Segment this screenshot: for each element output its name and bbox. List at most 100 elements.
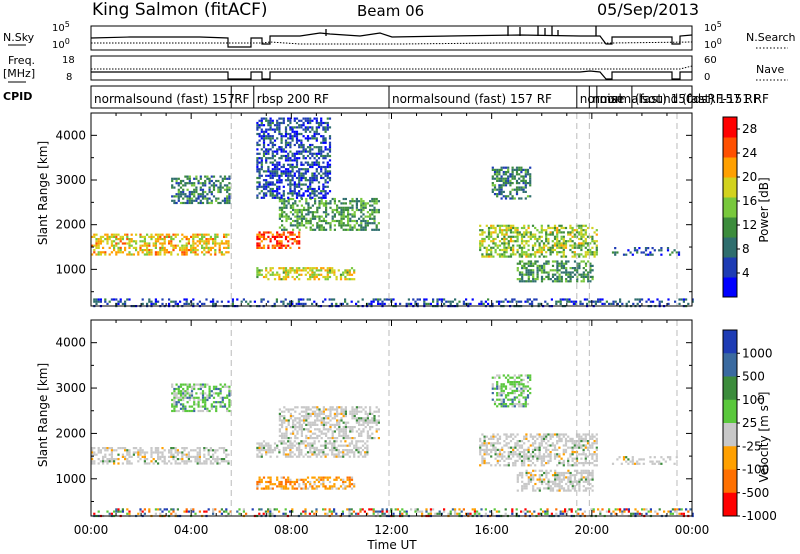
echo-cell: [280, 137, 283, 140]
echo-cell: [201, 233, 204, 236]
echo-cell: [171, 199, 174, 202]
echo-cell: [298, 119, 301, 122]
echo-cell: [179, 385, 183, 388]
echo-cell: [582, 267, 585, 270]
echo-cell: [204, 392, 207, 395]
echo-cell: [284, 278, 288, 281]
echo-cell: [320, 455, 323, 458]
echo-cell: [282, 442, 285, 445]
echo-cell: [228, 188, 231, 191]
echo-cell: [586, 253, 590, 256]
echo-cell: [311, 410, 314, 413]
echo-cell: [580, 233, 583, 236]
echo-cell: [531, 444, 535, 447]
echo-cell: [300, 428, 303, 431]
echo-cell: [507, 242, 510, 245]
echo-cell: [535, 298, 538, 301]
echo-cell: [267, 165, 270, 169]
echo-cell: [291, 233, 294, 236]
echo-cell: [571, 267, 574, 270]
echo-cell: [518, 446, 521, 449]
echo-cell: [309, 219, 312, 223]
echo-cell: [547, 487, 550, 490]
echo-cell: [187, 242, 190, 245]
echo-cell: [205, 298, 208, 301]
echo-cell: [309, 152, 312, 155]
echo-cell: [215, 385, 218, 388]
echo-cell: [314, 197, 317, 201]
echo-cell: [658, 302, 661, 305]
echo-cell: [163, 238, 166, 241]
echo-cell: [436, 302, 439, 305]
echo-cell: [485, 235, 488, 238]
echo-cell: [357, 455, 360, 458]
echo-cell: [115, 242, 118, 245]
echo-cell: [113, 244, 116, 247]
echo-cell: [445, 300, 448, 303]
echo-cell: [281, 197, 284, 201]
echo-cell: [276, 137, 279, 140]
echo-cell: [526, 300, 529, 303]
echo-cell: [364, 417, 367, 420]
echo-cell: [353, 412, 356, 415]
echo-cell: [344, 202, 347, 205]
echo-cell: [258, 476, 261, 479]
echo-cell: [99, 235, 102, 238]
echo-cell: [322, 161, 325, 164]
echo-cell: [523, 435, 526, 438]
echo-cell: [547, 271, 550, 274]
echo-cell: [348, 273, 351, 276]
echo-cell: [190, 251, 193, 254]
echo-cell: [170, 447, 173, 450]
echo-cell: [95, 238, 98, 241]
echo-cell: [336, 423, 339, 426]
echo-cell: [503, 240, 506, 243]
echo-cell: [190, 249, 193, 252]
echo-cell: [505, 229, 508, 232]
echo-cell: [520, 166, 523, 169]
echo-cell: [440, 300, 443, 303]
echo-cell: [582, 240, 585, 243]
echo-cell: [313, 451, 316, 454]
echo-cell: [278, 179, 281, 182]
echo-cell: [267, 121, 270, 125]
echo-cell: [313, 273, 316, 276]
echo-cell: [520, 168, 523, 171]
echo-cell: [175, 177, 178, 180]
echo-cell: [483, 237, 486, 241]
echo-cell: [276, 168, 279, 171]
echo-cell: [373, 437, 376, 440]
echo-cell: [183, 453, 186, 456]
echo-cell: [265, 444, 268, 447]
echo-cell: [582, 444, 585, 447]
echo-cell: [300, 143, 303, 147]
echo-cell: [339, 451, 343, 454]
echo-cell: [201, 409, 205, 413]
echo-cell: [285, 200, 288, 203]
echo-cell: [327, 415, 330, 418]
echo-cell: [182, 403, 185, 406]
echo-cell: [525, 448, 528, 451]
echo-cell: [91, 447, 94, 450]
echo-cell: [316, 417, 319, 420]
echo-cell: [154, 451, 157, 454]
echo-cell: [265, 119, 268, 122]
echo-cell: [505, 464, 508, 467]
echo-cell: [102, 251, 105, 254]
echo-cell: [148, 251, 151, 254]
echo-cell: [258, 269, 261, 272]
echo-cell: [227, 462, 230, 465]
echo-cell: [318, 408, 321, 411]
echo-cell: [186, 199, 189, 202]
echo-cell: [309, 211, 312, 214]
echo-cell: [349, 428, 352, 431]
echo-cell: [487, 302, 490, 305]
echo-cell: [188, 385, 191, 388]
echo-cell: [174, 244, 177, 247]
echo-cell: [298, 132, 301, 136]
echo-cell: [278, 275, 281, 279]
echo-cell: [320, 202, 323, 205]
echo-cell: [289, 174, 292, 177]
echo-cell: [121, 453, 124, 456]
echo-cell: [580, 437, 583, 440]
